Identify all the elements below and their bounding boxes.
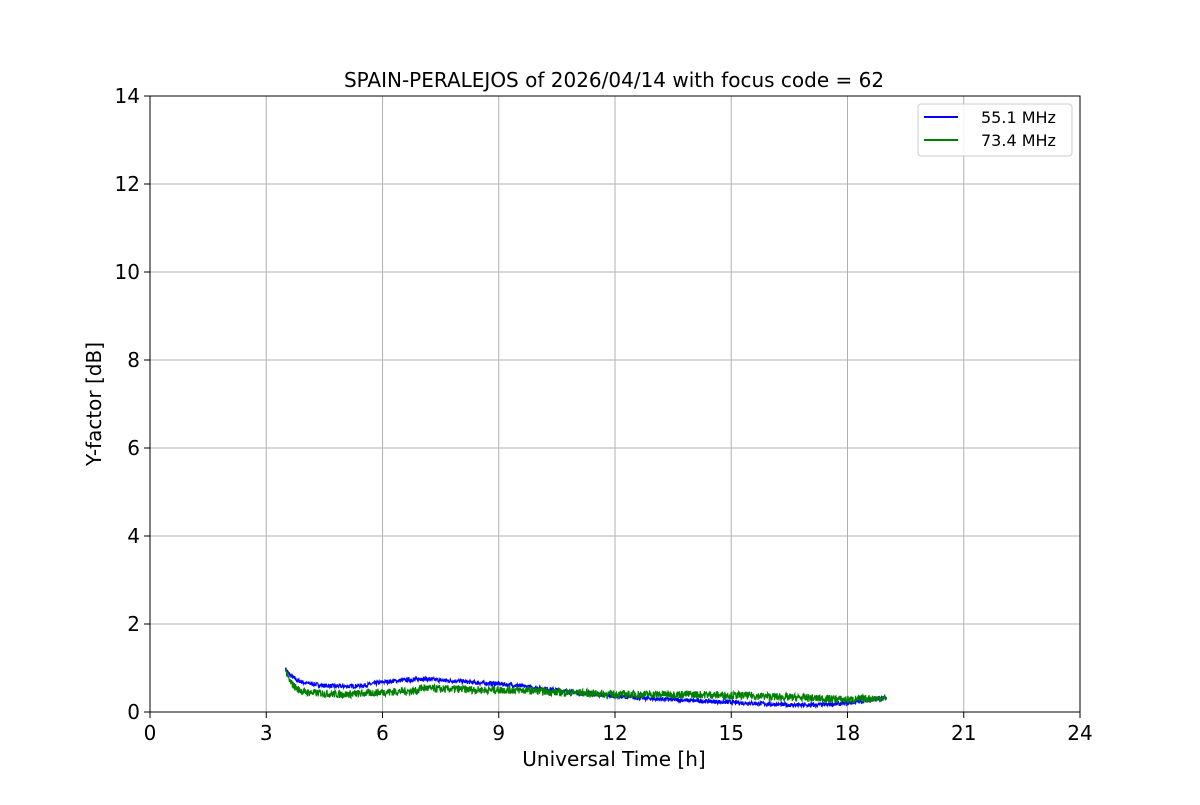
data-point	[296, 688, 299, 690]
data-point	[575, 691, 578, 694]
data-point	[517, 684, 519, 687]
grid-layer	[149, 95, 1081, 713]
data-point	[652, 698, 655, 700]
data-point	[439, 688, 442, 690]
data-point	[342, 693, 345, 696]
series-layer	[284, 667, 888, 709]
data-point	[691, 693, 694, 696]
data-point	[730, 694, 733, 697]
y-tick-label: 14	[115, 84, 140, 108]
x-tick-label: 3	[260, 721, 273, 745]
legend-label: 73.4 MHz	[981, 131, 1056, 150]
data-point	[416, 690, 419, 692]
x-tick-label: 6	[376, 721, 389, 745]
data-point	[381, 691, 384, 693]
data-point	[614, 693, 616, 696]
data-point	[846, 698, 849, 701]
data-point	[556, 691, 558, 693]
x-tick-label: 9	[492, 721, 505, 745]
x-tick-label: 21	[951, 721, 976, 745]
y-tick-label: 4	[127, 524, 140, 548]
data-point	[885, 697, 888, 699]
data-point	[633, 693, 636, 696]
x-tick-label: 24	[1067, 721, 1092, 745]
data-point	[672, 698, 674, 701]
data-point	[711, 694, 713, 696]
data-point	[866, 698, 868, 700]
x-axis-title: Universal Time [h]	[522, 747, 705, 771]
y-tick-label: 0	[127, 700, 140, 724]
series-2	[284, 668, 888, 705]
data-point	[497, 683, 500, 685]
data-point	[401, 679, 403, 682]
data-point	[478, 689, 481, 691]
data-point	[672, 693, 674, 696]
data-point	[416, 678, 419, 681]
data-point	[497, 689, 500, 691]
data-point	[296, 679, 299, 682]
series-line	[285, 668, 887, 705]
data-point	[807, 697, 810, 699]
data-point	[594, 692, 597, 695]
data-point	[288, 673, 291, 676]
data-point	[711, 700, 713, 703]
data-point	[381, 681, 384, 683]
data-point	[827, 698, 829, 700]
x-tick-label: 0	[144, 721, 157, 745]
data-point	[652, 693, 655, 696]
data-point	[420, 677, 423, 680]
data-point	[478, 682, 481, 684]
data-point	[730, 701, 733, 704]
data-point	[769, 695, 771, 698]
x-tick-label: 18	[835, 721, 860, 745]
y-tick-label: 6	[127, 436, 140, 460]
chart-title: SPAIN-PERALEJOS of 2026/04/14 with focus…	[344, 68, 884, 92]
data-point	[323, 684, 326, 687]
data-point	[323, 692, 326, 695]
data-point	[439, 679, 442, 682]
data-point	[827, 703, 829, 706]
data-point	[517, 689, 519, 691]
data-point	[788, 696, 791, 699]
legend-label: 55.1 MHz	[981, 108, 1056, 127]
data-point	[288, 680, 291, 682]
y-tick-label: 8	[127, 348, 140, 372]
data-point	[769, 703, 771, 705]
data-point	[401, 690, 403, 693]
data-point	[362, 684, 364, 687]
data-point	[304, 682, 306, 684]
data-point	[459, 688, 461, 690]
data-point	[536, 690, 539, 692]
x-tick-label: 12	[602, 721, 627, 745]
data-point	[284, 669, 287, 671]
legend: 55.1 MHz 73.4 MHz	[917, 103, 1073, 157]
data-point	[749, 702, 752, 704]
data-point	[691, 699, 694, 702]
data-point	[362, 692, 364, 695]
data-point	[788, 704, 791, 706]
data-point	[459, 680, 461, 682]
data-point	[420, 687, 423, 689]
data-point	[749, 694, 752, 697]
y-axis-title: Y-factor [dB]	[82, 342, 106, 467]
y-tick-label: 2	[127, 612, 140, 636]
data-point	[807, 704, 810, 707]
y-tick-label: 10	[115, 260, 140, 284]
data-point	[342, 685, 345, 688]
data-point	[304, 691, 306, 693]
x-tick-label: 15	[719, 721, 744, 745]
y-tick-label: 12	[115, 172, 140, 196]
